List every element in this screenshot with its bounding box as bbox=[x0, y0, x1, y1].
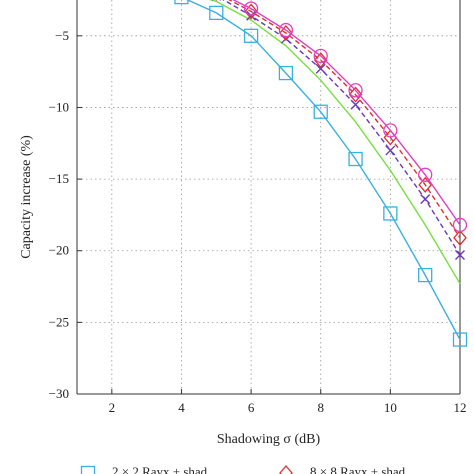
x-marker bbox=[455, 250, 465, 261]
x-tick-label: 8 bbox=[317, 400, 324, 415]
circle-marker bbox=[452, 217, 468, 233]
grid bbox=[77, 0, 461, 395]
square-marker bbox=[348, 151, 363, 167]
x-marker bbox=[315, 63, 326, 74]
series-line bbox=[232, 0, 461, 226]
diamond-marker bbox=[244, 3, 258, 20]
x-marker bbox=[420, 194, 431, 205]
x-tick-label: 12 bbox=[454, 400, 467, 415]
x-tick-label: 6 bbox=[248, 400, 255, 415]
series-line bbox=[208, 0, 461, 285]
series-4 bbox=[215, 0, 467, 246]
x-axis-label: Shadowing σ (dB) bbox=[217, 432, 321, 447]
y-tick-label: −5 bbox=[55, 28, 69, 43]
y-tick-label: −10 bbox=[49, 99, 69, 114]
circle-marker bbox=[243, 1, 259, 16]
series-5 bbox=[232, 0, 468, 233]
y-tick-label: −30 bbox=[49, 386, 69, 401]
y-axis-label: Capacity increase (%) bbox=[19, 135, 34, 259]
legend-entry-1: 2 × 2 Rayx + shad bbox=[80, 464, 208, 474]
x-marker bbox=[246, 10, 257, 21]
tick-labels: 2 4 6 8 10 12 −30 −25 −20 −15 −10 −5 bbox=[49, 28, 467, 415]
circle-marker bbox=[278, 22, 294, 38]
square-marker bbox=[418, 267, 433, 283]
x-tick-label: 2 bbox=[109, 400, 116, 415]
series-group bbox=[174, 0, 468, 347]
circle-marker bbox=[313, 48, 328, 64]
axes bbox=[76, 0, 461, 395]
y-tick-label: −25 bbox=[49, 314, 69, 329]
square-marker bbox=[209, 5, 224, 21]
square-marker bbox=[313, 104, 328, 119]
square-marker bbox=[452, 332, 468, 347]
series-line bbox=[186, 0, 461, 340]
square-marker bbox=[383, 206, 398, 221]
x-marker bbox=[350, 99, 361, 110]
diamond-marker bbox=[279, 24, 293, 41]
series-2 bbox=[208, 0, 461, 285]
square-marker bbox=[80, 465, 96, 474]
y-tick-label: −20 bbox=[49, 243, 69, 258]
diamond-marker bbox=[453, 229, 467, 246]
legend-entry-2: 8 × 8 Rayx + shad bbox=[279, 464, 406, 474]
diamond-marker bbox=[279, 465, 293, 474]
diamond-marker bbox=[418, 176, 433, 193]
circle-marker bbox=[348, 83, 363, 98]
circle-marker bbox=[418, 167, 433, 182]
square-marker bbox=[174, 0, 189, 5]
square-marker bbox=[278, 65, 294, 81]
series-line bbox=[228, 0, 461, 239]
legend: 2 × 2 Rayx + shad 8 × 8 Rayx + shad bbox=[80, 464, 406, 474]
legend-label: 8 × 8 Rayx + shad bbox=[310, 464, 406, 474]
diamond-marker bbox=[313, 52, 328, 69]
y-tick-label: −15 bbox=[49, 171, 69, 186]
x-marker bbox=[385, 145, 396, 156]
x-tick-label: 10 bbox=[384, 400, 397, 415]
legend-label: 2 × 2 Rayx + shad bbox=[112, 464, 208, 474]
square-marker bbox=[243, 28, 259, 43]
series-1 bbox=[174, 0, 468, 347]
diamond-marker bbox=[348, 86, 363, 103]
circle-marker bbox=[383, 123, 398, 138]
x-tick-label: 4 bbox=[178, 400, 185, 415]
